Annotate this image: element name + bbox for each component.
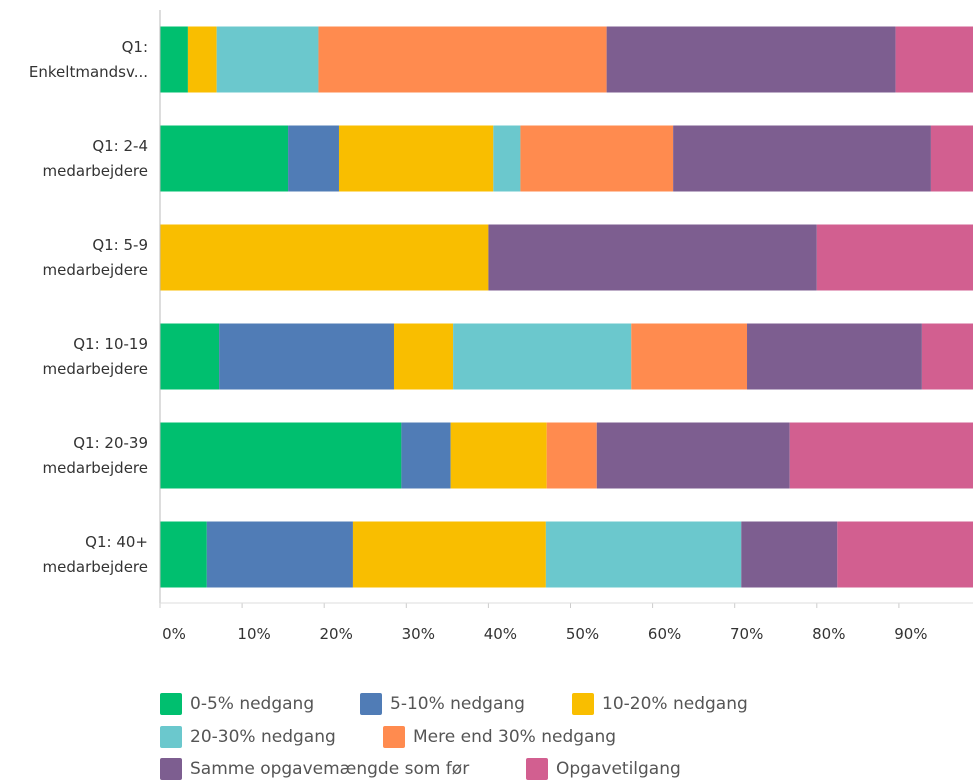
bar-segment — [352, 521, 546, 588]
bar-segment — [837, 521, 973, 588]
bar-segment — [160, 521, 207, 588]
x-tick-label: 10% — [237, 625, 271, 643]
legend-swatch — [160, 693, 182, 715]
bar-segment — [606, 26, 896, 93]
x-tick-label: 80% — [812, 625, 846, 643]
bar-segment — [338, 125, 494, 192]
bar-segment — [921, 323, 973, 390]
legend-label: 5-10% nedgang — [390, 694, 525, 714]
category-label: Q1: 40+ medarbejdere — [42, 532, 148, 576]
bar-segment — [546, 422, 597, 489]
bar-segment — [520, 125, 674, 192]
x-tick-label: 90% — [894, 625, 928, 643]
bar-segment — [401, 422, 451, 489]
legend-item: 0-5% nedgang — [160, 693, 314, 715]
x-tick-label: 50% — [565, 625, 600, 643]
bar-segment — [596, 422, 790, 489]
bar-segment — [741, 521, 838, 588]
legend-swatch — [383, 726, 405, 748]
category-label: Q1: 10-19 medarbejdere — [42, 334, 148, 378]
legend-item: 20-30% nedgang — [160, 726, 336, 748]
legend-swatch — [160, 758, 182, 780]
legend-label: 10-20% nedgang — [602, 694, 748, 714]
legend-label: Mere end 30% nedgang — [413, 727, 617, 747]
legend-swatch — [572, 693, 594, 715]
x-tick-label: 100% — [972, 625, 973, 643]
bar-segment — [453, 323, 632, 390]
legend-item: 10-20% nedgang — [572, 693, 748, 715]
category-label: Q1: 20-39 medarbejdere — [42, 433, 148, 477]
x-tick-label: 40% — [483, 625, 518, 643]
bar-segment — [450, 422, 547, 489]
bar-segment — [160, 26, 188, 93]
bar-segment — [631, 323, 748, 390]
legend-item: 5-10% nedgang — [360, 693, 525, 715]
x-tick-label: 0% — [162, 625, 186, 643]
bar-segment — [160, 323, 220, 390]
bar-segment — [160, 224, 489, 291]
legend-label: 0-5% nedgang — [190, 694, 315, 714]
bar-segment — [288, 125, 339, 192]
bar-segment — [747, 323, 922, 390]
x-tick-label: 30% — [401, 625, 435, 643]
bar-segment — [219, 323, 394, 390]
x-tick-label: 20% — [319, 625, 353, 643]
bar-segment — [789, 422, 973, 489]
bar-segment — [160, 422, 402, 489]
bar-segment — [488, 224, 817, 291]
legend-item: Mere end 30% nedgang — [383, 726, 616, 748]
legend-swatch — [160, 726, 182, 748]
legend-swatch — [526, 758, 548, 780]
bar-segment — [895, 26, 973, 93]
category-label: Q1: 5-9 medarbejdere — [42, 235, 148, 279]
category-label: Q1: Enkeltmandsv... — [28, 37, 148, 81]
legend-item: Opgavetilgang — [526, 758, 681, 780]
legend-label: 20-30% nedgang — [190, 727, 336, 747]
bar-segment — [160, 125, 289, 192]
legend-label: Opgavetilgang — [556, 759, 681, 779]
x-tick-label: 60% — [647, 625, 682, 643]
bar-segment — [545, 521, 742, 588]
bar-segment — [187, 26, 217, 93]
bar-segment — [318, 26, 607, 93]
bar-segment — [393, 323, 454, 390]
bar-segment — [930, 125, 973, 192]
bar-segment — [816, 224, 973, 291]
bar-segment — [673, 125, 931, 192]
bar-segment — [216, 26, 319, 93]
x-tick-label: 70% — [730, 625, 764, 643]
bar-segment — [206, 521, 353, 588]
category-label: Q1: 2-4 medarbejdere — [42, 136, 148, 180]
legend-swatch — [360, 693, 382, 715]
bar-segment — [493, 125, 521, 192]
legend-label: Samme opgavemængde som før — [190, 759, 470, 779]
legend-item: Samme opgavemængde som før — [160, 758, 469, 780]
